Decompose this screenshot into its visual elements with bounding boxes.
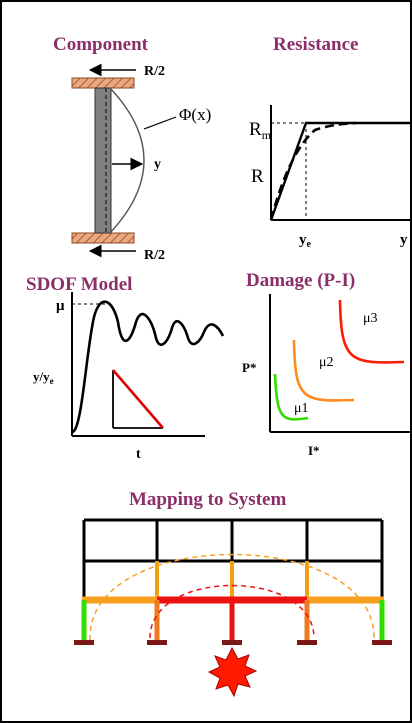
bottom-support <box>71 232 135 244</box>
displacement-label: y <box>154 157 161 172</box>
resistance-title: Resistance <box>273 34 359 55</box>
component-title: Component <box>53 34 149 55</box>
damage-curve-mu2 <box>292 339 355 402</box>
explosion-icon <box>207 646 258 698</box>
top-support <box>71 77 135 89</box>
sdof-title: SDOF Model <box>26 274 133 295</box>
rm-label: Rm <box>249 119 272 142</box>
bottom-load-label: R/2 <box>144 248 165 263</box>
i-star-label: I* <box>308 443 320 458</box>
mapping-diagram <box>74 518 392 698</box>
inner-damage-contour <box>149 584 315 639</box>
component-diagram: R/2 R/2 Φ(x) y <box>71 63 211 263</box>
mu2-label: μ2 <box>319 355 334 370</box>
sdof-chart: μ y/ye t <box>33 292 225 460</box>
mapping-title: Mapping to System <box>129 489 287 510</box>
p-star-label: P* <box>242 360 256 375</box>
shape-function-label: Φ(x) <box>179 105 211 124</box>
pulse-decay <box>112 369 164 429</box>
resistance-chart: Rm R ye y <box>249 105 412 250</box>
top-load-label: R/2 <box>144 64 165 79</box>
mu1-label: μ1 <box>294 401 309 416</box>
bilinear-curve <box>269 121 412 221</box>
outer-damage-contour <box>89 553 375 641</box>
actual-curve <box>269 121 358 221</box>
y-ratio-label: y/ye <box>33 369 54 386</box>
y-label: y <box>400 232 408 248</box>
shape-leader <box>143 116 177 130</box>
column-body <box>94 87 112 234</box>
damage-curve-mu3 <box>338 299 405 364</box>
r-label: R <box>251 166 264 187</box>
damage-curve-mu1 <box>273 373 309 421</box>
mu3-label: μ3 <box>363 311 378 326</box>
response-curve <box>71 300 225 434</box>
time-label: t <box>136 447 141 460</box>
footings <box>74 640 392 645</box>
ye-label: ye <box>299 232 312 250</box>
deflected-shape <box>109 87 145 234</box>
damage-title: Damage (P-I) <box>246 270 356 291</box>
damage-chart: μ1 μ2 μ3 P* I* <box>242 294 412 458</box>
mu-label: μ <box>56 298 65 314</box>
